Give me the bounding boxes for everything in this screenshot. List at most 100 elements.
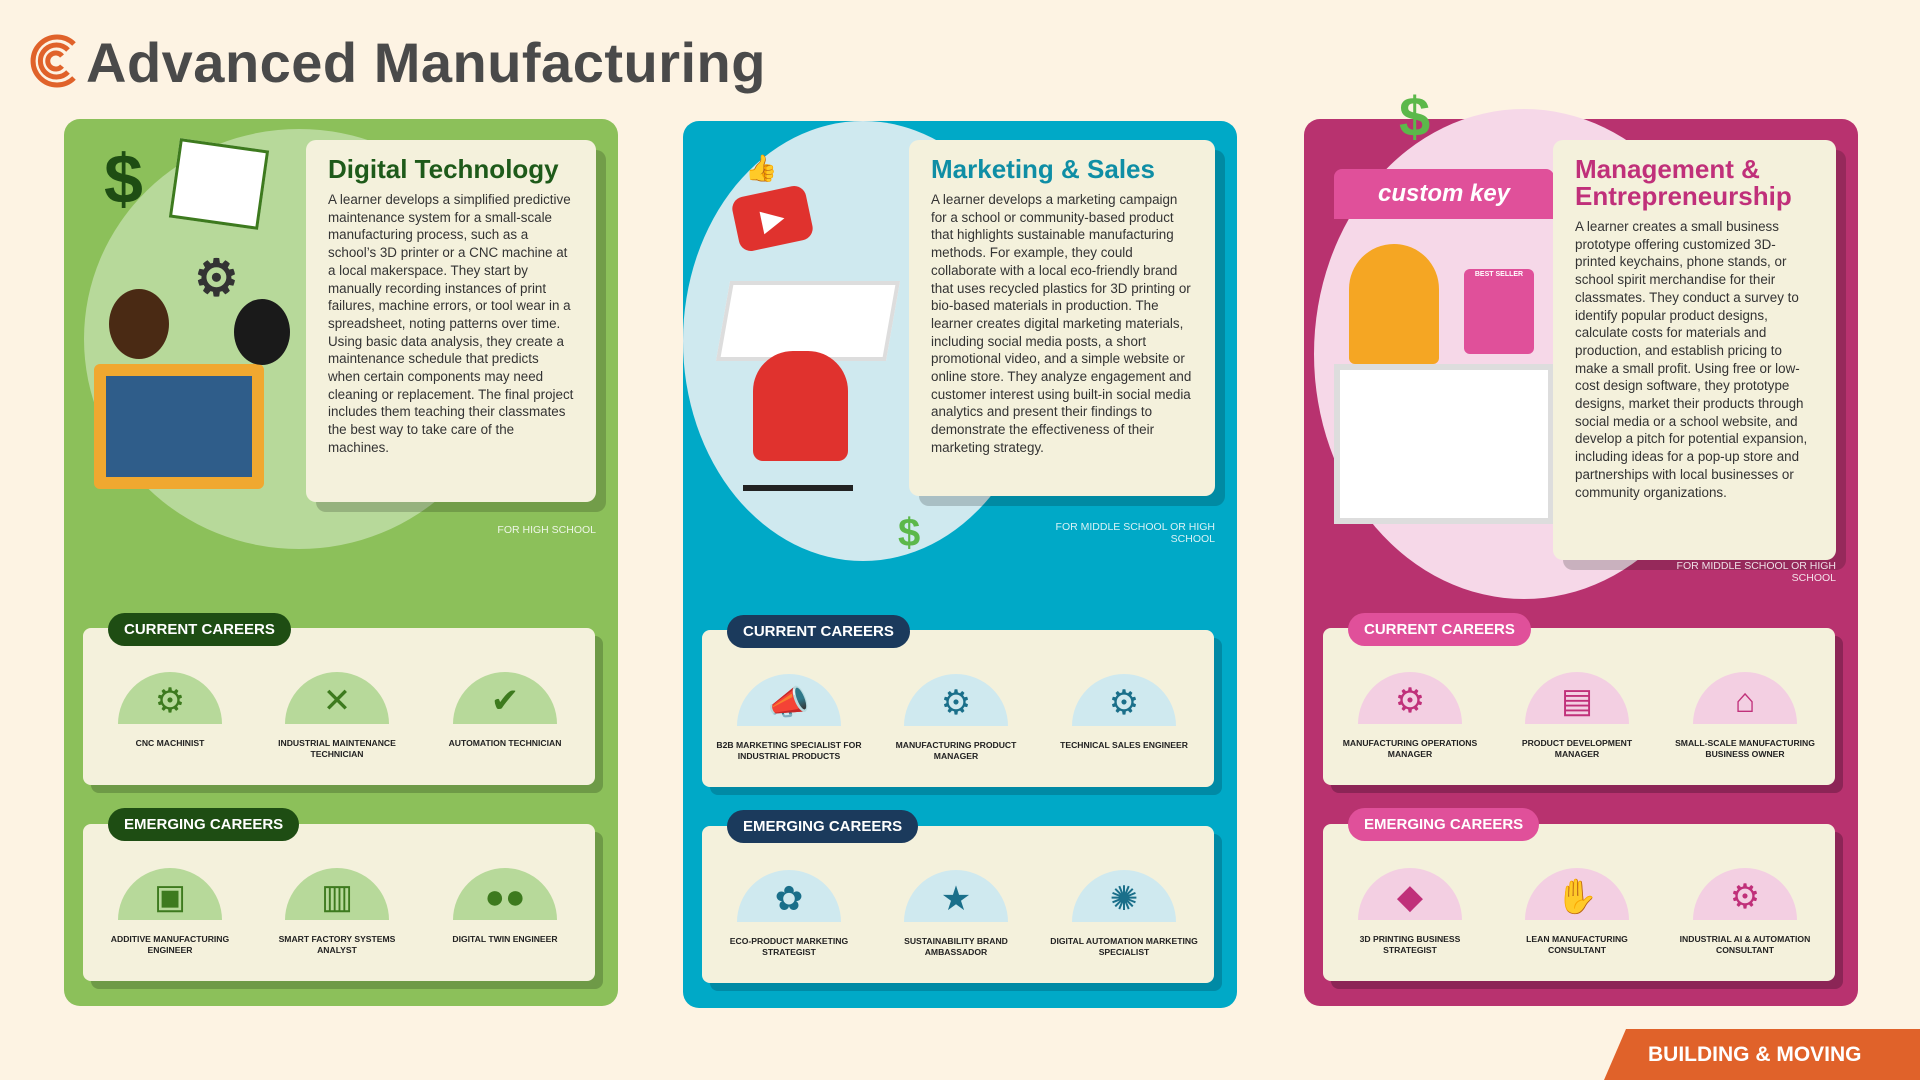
- cube-icon: ◆: [1358, 868, 1462, 920]
- eco-gear-icon: ✿: [737, 870, 841, 922]
- career-item: ⚙ Industrial AI & Automation Consultant: [1670, 854, 1820, 956]
- career-item: ✿ Eco-Product Marketing Strategist: [714, 856, 864, 958]
- career-item: ★ Sustainability Brand Ambassador: [881, 856, 1031, 958]
- description-box: Digital Technology A learner develops a …: [306, 140, 596, 502]
- megaphone-icon: 📣: [737, 674, 841, 726]
- career-label: Small-Scale Manufacturing Business Owner: [1675, 738, 1815, 759]
- marketing-sales-card: ▶ 👍 $ Marketing & Sales A learner develo…: [683, 121, 1237, 1008]
- keychain-shelves-illustration: [1334, 364, 1554, 524]
- dollar-sign-icon: $: [1399, 85, 1431, 148]
- hand-idea-icon: ✋: [1525, 868, 1629, 920]
- pathway-description: A learner creates a small business proto…: [1575, 219, 1808, 500]
- gear-icon: ⚙: [194, 250, 239, 306]
- career-item: ◆ 3D Printing Business Strategist: [1335, 854, 1485, 956]
- emerging-careers-badge: EMERGING CAREERS: [108, 808, 300, 841]
- career-label: Smart Factory Systems Analyst: [278, 934, 396, 955]
- pathway-description: A learner develops a marketing campaign …: [931, 192, 1192, 455]
- career-label: Industrial AI & Automation Consultant: [1679, 934, 1811, 955]
- gear-person-icon: ⚙: [904, 674, 1008, 726]
- emerging-careers-panel: ✿ Eco-Product Marketing Strategist ★ Susta…: [702, 826, 1214, 983]
- current-careers-badge: CURRENT CAREERS: [727, 615, 910, 648]
- desk-illustration: [715, 281, 901, 361]
- thumbs-up-icon: 👍: [745, 153, 778, 183]
- current-careers-badge: CURRENT CAREERS: [1348, 613, 1531, 646]
- career-item: ✺ Digital Automation Marketing Specialist: [1049, 856, 1199, 958]
- pathway-title: Management & Entrepreneurship: [1575, 154, 1792, 211]
- grade-level-note: FOR MIDDLE SCHOOL OR HIGH SCHOOL: [1676, 560, 1836, 584]
- current-careers-panel: 📣 B2B Marketing Specialist for Industrial…: [702, 630, 1214, 787]
- pathway-title: Marketing & Sales: [931, 154, 1155, 184]
- leaf-star-icon: ★: [904, 870, 1008, 922]
- career-item: 📣 B2B Marketing Specialist for Industrial…: [714, 660, 864, 762]
- storefront-icon: ⌂: [1693, 672, 1797, 724]
- career-label: Eco-Product Marketing Strategist: [729, 936, 849, 957]
- gear-check-icon: ✔: [453, 672, 557, 724]
- career-item: ✔ Automation Technician: [430, 658, 580, 749]
- career-label: 3D Printing Business Strategist: [1359, 934, 1461, 955]
- career-label: B2B Marketing Specialist for Industrial …: [716, 740, 862, 761]
- analytics-icon: ▥: [285, 868, 389, 920]
- network-gear-icon: ✺: [1072, 870, 1176, 922]
- current-careers-badge: CURRENT CAREERS: [108, 613, 291, 646]
- box-idea-icon: ▤: [1525, 672, 1629, 724]
- store-awning-sign: custom key: [1334, 169, 1554, 219]
- career-label: Sustainability Brand Ambassador: [904, 936, 1008, 957]
- management-entrepreneurship-card: $ custom key BEST SELLER Management & En…: [1304, 85, 1858, 1006]
- career-item: ▤ Product Development Manager: [1502, 658, 1652, 760]
- 3d-printer-icon: ▣: [118, 868, 222, 920]
- pathway-description: A learner develops a simplified predicti…: [328, 192, 574, 455]
- career-item: ✋ Lean Manufacturing Consultant: [1502, 854, 1652, 956]
- career-label: Lean Manufacturing Consultant: [1526, 934, 1628, 955]
- career-label: Manufacturing Product Manager: [895, 740, 1017, 761]
- career-item: ●● Digital Twin Engineer: [430, 854, 580, 945]
- dollar-sign-icon: $: [898, 511, 921, 555]
- description-box: Marketing & Sales A learner develops a m…: [909, 140, 1215, 496]
- career-item: ⚙ CNC Machinist: [95, 658, 245, 749]
- office-chair-illustration: [743, 451, 853, 491]
- career-label: Product Development Manager: [1521, 738, 1633, 759]
- career-item: ⚙ Manufacturing Operations Manager: [1335, 658, 1485, 760]
- career-label: Additive Manufacturing Engineer: [110, 934, 230, 955]
- current-careers-panel: ⚙ Manufacturing Operations Manager ▤ Produ…: [1323, 628, 1835, 785]
- sales-gear-icon: ⚙: [1072, 674, 1176, 726]
- career-label: Industrial Maintenance Technician: [278, 738, 396, 759]
- current-careers-panel: ⚙ CNC Machinist ✕ Industrial Maintenance T…: [83, 628, 595, 785]
- career-item: ⚙ Manufacturing Product Manager: [881, 660, 1031, 762]
- career-item: ⌂ Small-Scale Manufacturing Business Owne…: [1670, 658, 1820, 760]
- digital-technology-card: $ ⚙ Digital Technology A learner develop…: [64, 119, 618, 1006]
- computer-gear-icon: ⚙: [118, 672, 222, 724]
- career-label: CNC Machinist: [135, 738, 205, 748]
- career-item: ⚙ Technical Sales Engineer: [1049, 660, 1199, 751]
- footer-banner: BUILDING & MOVING: [1604, 1029, 1920, 1080]
- career-item: ✕ Industrial Maintenance Technician: [262, 658, 412, 760]
- grade-level-note: FOR MIDDLE SCHOOL OR HIGH SCHOOL: [1055, 521, 1215, 545]
- c-logo-icon: [30, 34, 76, 88]
- career-label: Technical Sales Engineer: [1060, 740, 1188, 750]
- emerging-careers-badge: EMERGING CAREERS: [1348, 808, 1540, 841]
- career-label: Digital Automation Marketing Specialist: [1050, 936, 1198, 957]
- ai-brain-icon: ⚙: [1693, 868, 1797, 920]
- dollar-sign-icon: $: [104, 140, 143, 218]
- grade-level-note: FOR HIGH SCHOOL: [497, 524, 596, 536]
- career-item: ▣ Additive Manufacturing Engineer: [95, 854, 245, 956]
- wrench-screwdriver-icon: ✕: [285, 672, 389, 724]
- shopkeeper-illustration: [1349, 244, 1439, 364]
- career-label: Digital Twin Engineer: [452, 934, 558, 944]
- robot-arm-icon: ⚙: [1358, 672, 1462, 724]
- learner-illustration: [234, 299, 290, 365]
- best-seller-label: BEST SELLER: [1474, 271, 1524, 278]
- emerging-careers-panel: ▣ Additive Manufacturing Engineer ▥ Smart …: [83, 824, 595, 981]
- spreadsheet-icon: [168, 138, 270, 230]
- career-label: Manufacturing Operations Manager: [1342, 738, 1478, 759]
- 3d-printer-illustration: [94, 364, 264, 489]
- description-box: Management & Entrepreneurship A learner …: [1553, 140, 1836, 560]
- twin-heads-icon: ●●: [453, 868, 557, 920]
- pathway-title: Digital Technology: [328, 154, 559, 184]
- learner-at-desk-illustration: [753, 351, 848, 461]
- best-seller-display: BEST SELLER: [1464, 269, 1534, 354]
- career-label: Automation Technician: [448, 738, 562, 748]
- emerging-careers-badge: EMERGING CAREERS: [727, 810, 919, 843]
- emerging-careers-panel: ◆ 3D Printing Business Strategist ✋ Lean M…: [1323, 824, 1835, 981]
- page-title: Advanced Manufacturing: [86, 31, 766, 94]
- learners-illustration: [109, 289, 169, 359]
